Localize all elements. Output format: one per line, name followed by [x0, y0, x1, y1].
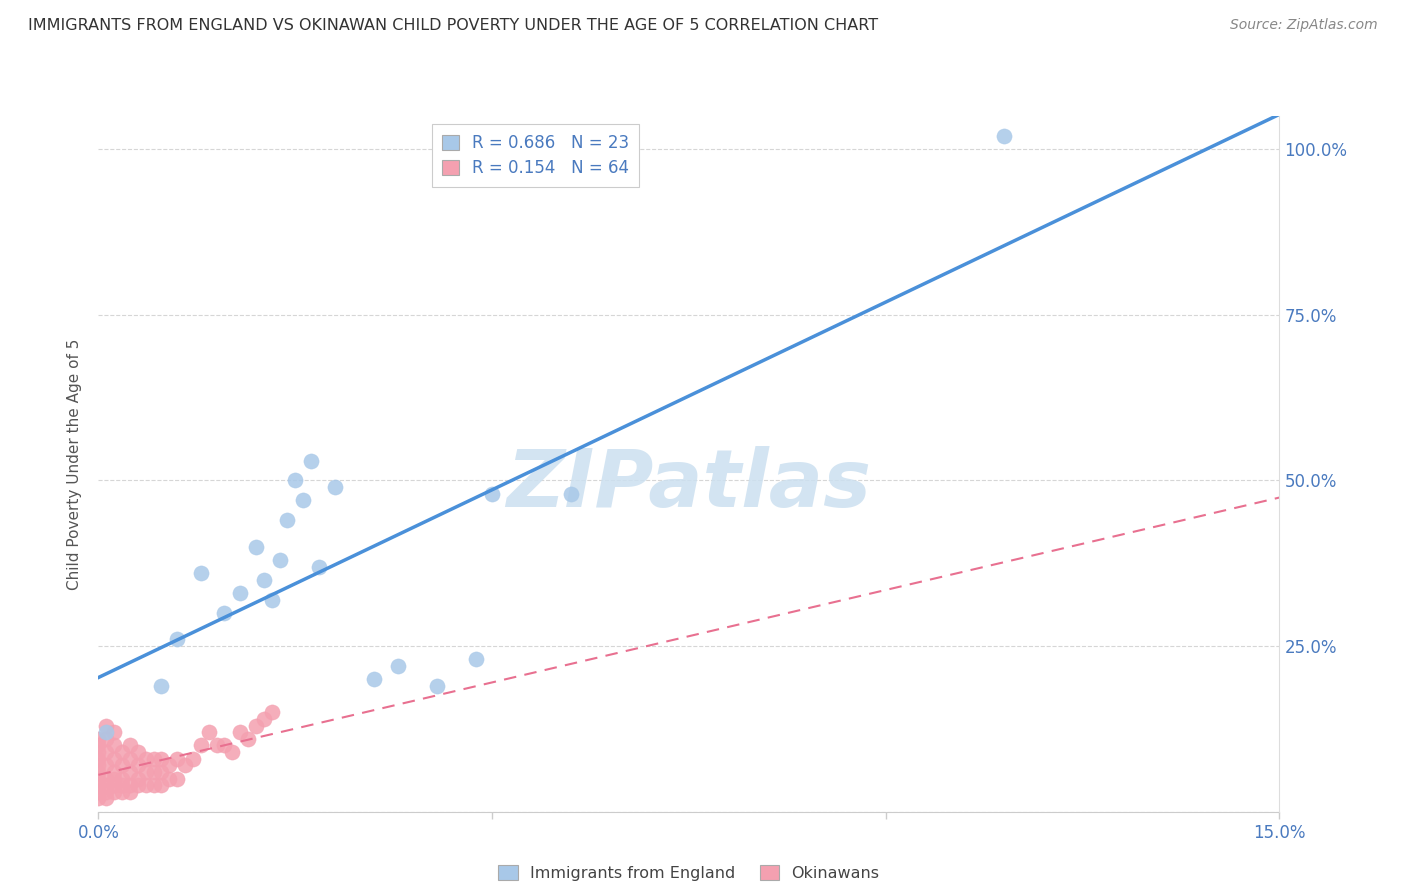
- Point: [299, 453, 322, 467]
- Point: [560, 486, 582, 500]
- Point: [426, 679, 449, 693]
- Point: [103, 739, 125, 753]
- Point: [269, 553, 291, 567]
- Point: [111, 745, 134, 759]
- Point: [103, 772, 125, 786]
- Point: [118, 752, 141, 766]
- Point: [118, 778, 141, 792]
- Point: [87, 791, 110, 805]
- Text: ZIPatlas: ZIPatlas: [506, 446, 872, 524]
- Point: [103, 752, 125, 766]
- Point: [118, 739, 141, 753]
- Point: [166, 632, 188, 647]
- Point: [111, 785, 134, 799]
- Point: [166, 772, 188, 786]
- Point: [157, 772, 180, 786]
- Point: [150, 764, 173, 779]
- Point: [87, 772, 110, 786]
- Point: [142, 764, 165, 779]
- Point: [150, 679, 173, 693]
- Point: [197, 725, 219, 739]
- Text: IMMIGRANTS FROM ENGLAND VS OKINAWAN CHILD POVERTY UNDER THE AGE OF 5 CORRELATION: IMMIGRANTS FROM ENGLAND VS OKINAWAN CHIL…: [28, 18, 879, 33]
- Point: [103, 725, 125, 739]
- Point: [87, 785, 110, 799]
- Point: [96, 731, 118, 746]
- Point: [96, 791, 118, 805]
- Point: [87, 731, 110, 746]
- Point: [993, 128, 1015, 143]
- Point: [465, 652, 488, 666]
- Point: [245, 540, 267, 554]
- Point: [229, 586, 252, 600]
- Point: [111, 778, 134, 792]
- Point: [127, 758, 149, 772]
- Point: [135, 778, 157, 792]
- Point: [157, 758, 180, 772]
- Point: [96, 758, 118, 772]
- Point: [387, 659, 409, 673]
- Point: [87, 764, 110, 779]
- Point: [260, 706, 283, 720]
- Point: [87, 745, 110, 759]
- Point: [127, 745, 149, 759]
- Point: [87, 778, 110, 792]
- Point: [214, 606, 236, 620]
- Point: [308, 559, 330, 574]
- Point: [363, 672, 385, 686]
- Point: [221, 745, 243, 759]
- Point: [142, 778, 165, 792]
- Point: [96, 725, 118, 739]
- Point: [323, 480, 346, 494]
- Point: [276, 513, 298, 527]
- Point: [118, 764, 141, 779]
- Point: [135, 752, 157, 766]
- Point: [142, 752, 165, 766]
- Point: [190, 739, 212, 753]
- Point: [481, 486, 503, 500]
- Point: [135, 764, 157, 779]
- Point: [205, 739, 228, 753]
- Point: [96, 772, 118, 786]
- Point: [292, 493, 315, 508]
- Point: [87, 752, 110, 766]
- Point: [111, 758, 134, 772]
- Point: [229, 725, 252, 739]
- Point: [253, 712, 276, 726]
- Point: [150, 752, 173, 766]
- Point: [284, 474, 307, 488]
- Point: [103, 785, 125, 799]
- Point: [260, 592, 283, 607]
- Point: [236, 731, 259, 746]
- Point: [96, 745, 118, 759]
- Point: [127, 772, 149, 786]
- Point: [245, 718, 267, 732]
- Point: [87, 739, 110, 753]
- Point: [96, 778, 118, 792]
- Point: [103, 778, 125, 792]
- Point: [214, 739, 236, 753]
- Text: Source: ZipAtlas.com: Source: ZipAtlas.com: [1230, 18, 1378, 32]
- Point: [96, 718, 118, 732]
- Point: [87, 758, 110, 772]
- Point: [111, 772, 134, 786]
- Point: [150, 778, 173, 792]
- Point: [190, 566, 212, 581]
- Point: [174, 758, 197, 772]
- Point: [181, 752, 204, 766]
- Point: [118, 785, 141, 799]
- Point: [96, 785, 118, 799]
- Legend: Immigrants from England, Okinawans: Immigrants from England, Okinawans: [492, 859, 886, 888]
- Point: [103, 764, 125, 779]
- Point: [253, 573, 276, 587]
- Point: [127, 778, 149, 792]
- Point: [166, 752, 188, 766]
- Y-axis label: Child Poverty Under the Age of 5: Child Poverty Under the Age of 5: [67, 338, 83, 590]
